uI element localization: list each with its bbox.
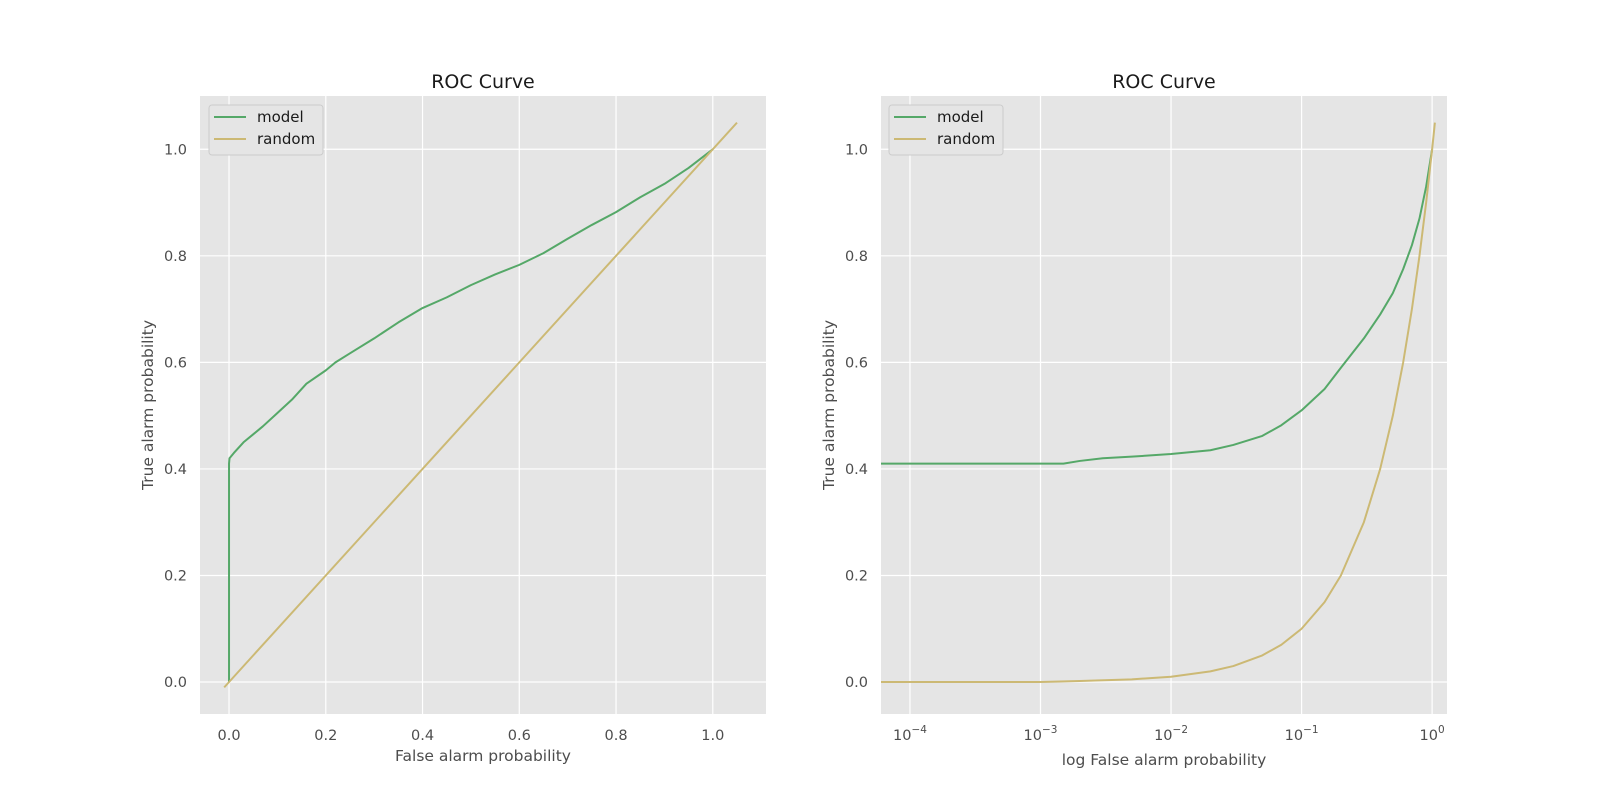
legend: model random — [208, 104, 324, 156]
chart-title: ROC Curve — [1112, 71, 1216, 93]
x-tick-label: 0.2 — [314, 728, 337, 744]
x-tick-label: 10−2 — [1154, 724, 1188, 744]
y-tick-label: 0.4 — [845, 462, 868, 478]
y-tick-label: 0.8 — [164, 249, 187, 265]
x-tick-label: 10−1 — [1285, 724, 1319, 744]
y-tick-label: 0.8 — [845, 249, 868, 265]
y-axis-label: True alarm probability — [139, 320, 157, 491]
legend-label-model: model — [937, 108, 984, 126]
series-line-random — [223, 121, 738, 689]
x-tick-label: 0.6 — [508, 728, 531, 744]
y-axis-label: True alarm probability — [820, 320, 838, 491]
y-tick-label: 0.4 — [164, 462, 187, 478]
x-tick-label: 0.4 — [411, 728, 434, 744]
y-tick-label: 1.0 — [845, 142, 868, 158]
x-tick-label: 10−4 — [893, 724, 927, 744]
y-tick-label: 0.0 — [164, 675, 187, 691]
x-axis-label: log False alarm probability — [1062, 751, 1267, 769]
roc-linear-panel: 0.0 0.2 0.4 0.6 0.8 1.0 0.0 0.2 0.4 0.6 0.8 1.0 ROC… — [139, 71, 766, 765]
x-tick-label: 1.0 — [701, 728, 724, 744]
legend-label-model: model — [257, 108, 304, 126]
roc-log-panel: 10−4 10−3 10−2 10−1 100 0.0 0.2 0.4 0.6 0.8 1.0 RO… — [820, 71, 1447, 769]
y-tick-label: 0.2 — [164, 568, 187, 584]
series-line-model — [228, 148, 714, 683]
legend: model random — [888, 104, 1004, 156]
x-tick-label: 10−3 — [1024, 724, 1058, 744]
y-tick-label: 0.6 — [164, 355, 187, 371]
x-axis-label: False alarm probability — [395, 747, 571, 765]
plot-area — [881, 96, 1447, 714]
series-line-model — [881, 149, 1434, 465]
y-tick-label: 1.0 — [164, 142, 187, 158]
x-tick-label: 0.8 — [605, 728, 628, 744]
chart-title: ROC Curve — [431, 71, 535, 93]
series-line-random — [881, 122, 1436, 684]
y-tick-label: 0.0 — [845, 675, 868, 691]
x-tick-label: 0.0 — [217, 728, 240, 744]
legend-label-random: random — [937, 130, 995, 148]
legend-label-random: random — [257, 130, 315, 148]
y-tick-label: 0.2 — [845, 568, 868, 584]
x-tick-label: 100 — [1420, 724, 1445, 744]
y-tick-label: 0.6 — [845, 355, 868, 371]
